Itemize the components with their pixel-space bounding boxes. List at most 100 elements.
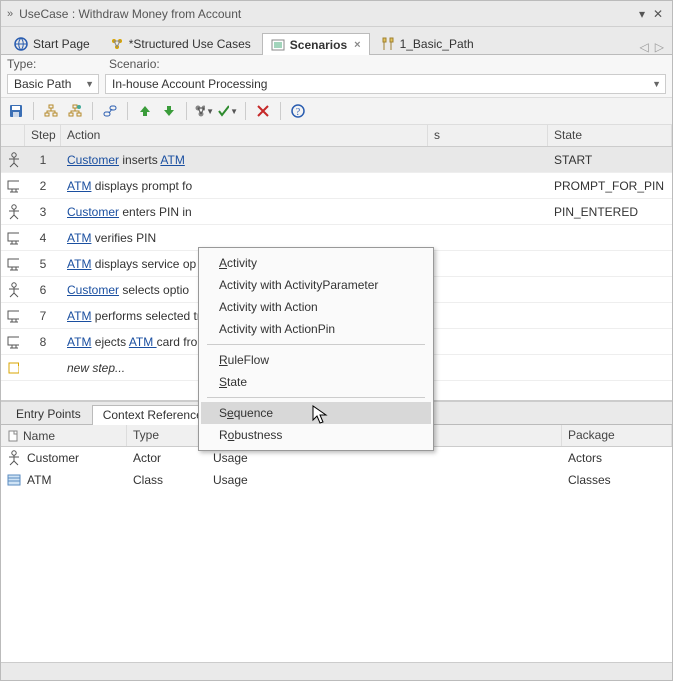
- menu-item-robustness[interactable]: Robustness: [201, 424, 431, 446]
- step-number: 5: [25, 257, 61, 271]
- entity-link[interactable]: Customer: [67, 283, 119, 297]
- move-down-button[interactable]: [158, 100, 180, 122]
- entity-link[interactable]: ATM: [160, 153, 184, 167]
- tree-button-1[interactable]: [40, 100, 62, 122]
- tab-start-page[interactable]: Start Page: [5, 32, 99, 54]
- step-action: Customer enters PIN in: [61, 205, 428, 219]
- type-label: Type:: [7, 57, 109, 73]
- scenario-toolbar: ▼ ▼ ?: [1, 97, 672, 125]
- menu-item-ruleflow[interactable]: RuleFlow: [201, 349, 431, 371]
- menu-item-activity-with-action[interactable]: Activity with Action: [201, 296, 431, 318]
- chevron-down-icon: ▼: [230, 107, 238, 116]
- close-window-button[interactable]: ✕: [650, 7, 666, 21]
- row-actor-icon: [1, 257, 25, 271]
- menu-item-activity[interactable]: Activity: [201, 252, 431, 274]
- entity-link[interactable]: ATM: [129, 335, 157, 349]
- chevron-icon: »: [7, 8, 13, 20]
- entity-link[interactable]: ATM: [67, 309, 91, 323]
- step-action: ATM verifies PIN: [61, 231, 428, 245]
- tab-basic-path[interactable]: 1_Basic_Path: [372, 32, 483, 54]
- step-number: 2: [25, 179, 61, 193]
- type-value: Basic Path: [14, 77, 71, 91]
- step-number: 4: [25, 231, 61, 245]
- row-actor-icon: [1, 179, 25, 193]
- move-up-button[interactable]: [134, 100, 156, 122]
- menu-item-activity-with-activityparameter[interactable]: Activity with ActivityParameter: [201, 274, 431, 296]
- document-icon: [7, 430, 19, 442]
- scenario-value: In-house Account Processing: [112, 77, 267, 91]
- table-row[interactable]: 1Customer inserts ATMSTART: [1, 147, 672, 173]
- tab-structured-use-cases[interactable]: *Structured Use Cases: [101, 32, 260, 54]
- entity-link[interactable]: ATM: [67, 231, 91, 245]
- tab-scenarios[interactable]: Scenarios ×: [262, 33, 370, 55]
- tab-nav: ◁ ▷: [640, 40, 668, 54]
- class-icon: [7, 474, 21, 486]
- help-button[interactable]: ?: [287, 100, 309, 122]
- step-number: 7: [25, 309, 61, 323]
- entity-link[interactable]: Customer: [67, 153, 119, 167]
- link-button[interactable]: [99, 100, 121, 122]
- col-type: Type: [127, 425, 207, 446]
- sequence-icon: [381, 37, 395, 51]
- scenario-combo[interactable]: In-house Account Processing ▼: [105, 74, 666, 94]
- delete-button[interactable]: [252, 100, 274, 122]
- document-tab-bar: Start Page *Structured Use Cases Scenari…: [1, 27, 672, 55]
- tab-label: *Structured Use Cases: [129, 37, 251, 51]
- tab-label: Start Page: [33, 37, 90, 51]
- col-package: Package: [562, 425, 672, 446]
- step-state: START: [548, 153, 672, 167]
- entity-link[interactable]: ATM: [67, 257, 91, 271]
- col-name: Name: [1, 425, 127, 446]
- next-tab-button[interactable]: ▷: [655, 40, 664, 54]
- col-step: Step: [25, 125, 61, 146]
- status-bar: [1, 662, 672, 680]
- menu-item-sequence[interactable]: Sequence: [201, 402, 431, 424]
- minimize-button[interactable]: ▾: [634, 7, 650, 21]
- context-menu: ActivityActivity with ActivityParameterA…: [198, 247, 434, 451]
- globe-icon: [14, 37, 28, 51]
- actor-icon: [7, 450, 21, 466]
- chevron-down-icon: ▼: [652, 79, 661, 89]
- tree-button-2[interactable]: [64, 100, 86, 122]
- menu-item-activity-with-actionpin[interactable]: Activity with ActionPin: [201, 318, 431, 340]
- menu-item-state[interactable]: State: [201, 371, 431, 393]
- row-actor-icon: [1, 335, 25, 349]
- tab-entry-points[interactable]: Entry Points: [5, 404, 92, 424]
- row-actor-icon: [1, 231, 25, 245]
- col-action: Action: [61, 125, 428, 146]
- table-row[interactable]: 3Customer enters PIN in PIN_ENTERED: [1, 199, 672, 225]
- step-state: PIN_ENTERED: [548, 205, 672, 219]
- entity-link[interactable]: ATM: [67, 179, 91, 193]
- close-tab-button[interactable]: ×: [354, 39, 360, 51]
- svg-text:?: ?: [296, 107, 301, 118]
- step-number: 8: [25, 335, 61, 349]
- entity-link[interactable]: ATM: [67, 335, 91, 349]
- accept-button[interactable]: ▼: [217, 100, 239, 122]
- row-actor-icon: [1, 152, 25, 168]
- diagram-icon: [110, 37, 124, 51]
- table-row[interactable]: 2ATM displays prompt foPROMPT_FOR_PIN: [1, 173, 672, 199]
- selector-row: Basic Path ▼ In-house Account Processing…: [1, 73, 672, 97]
- step-number: 1: [25, 153, 61, 167]
- type-combo[interactable]: Basic Path ▼: [7, 74, 99, 94]
- tab-label: 1_Basic_Path: [400, 37, 474, 51]
- main-area: Step Action s State 1Customer inserts AT…: [1, 125, 672, 662]
- col-state: State: [548, 125, 672, 146]
- entity-link[interactable]: Customer: [67, 205, 119, 219]
- generate-diagram-button[interactable]: ▼: [193, 100, 215, 122]
- col-uses: s: [428, 125, 548, 146]
- save-button[interactable]: [5, 100, 27, 122]
- scenario-label: Scenario:: [109, 57, 160, 73]
- window-root: » UseCase : Withdraw Money from Account …: [0, 0, 673, 681]
- window-title: UseCase : Withdraw Money from Account: [19, 7, 634, 21]
- row-actor-icon: [1, 282, 25, 298]
- list-icon: [271, 38, 285, 52]
- ref-row[interactable]: ATMClassUsageClasses: [1, 469, 672, 491]
- step-number: 3: [25, 205, 61, 219]
- prev-tab-button[interactable]: ◁: [640, 40, 649, 54]
- selector-labels: Type: Scenario:: [1, 55, 672, 73]
- chevron-down-icon: ▼: [85, 79, 94, 89]
- steps-grid-header: Step Action s State: [1, 125, 672, 147]
- row-actor-icon: [1, 309, 25, 323]
- step-number: 6: [25, 283, 61, 297]
